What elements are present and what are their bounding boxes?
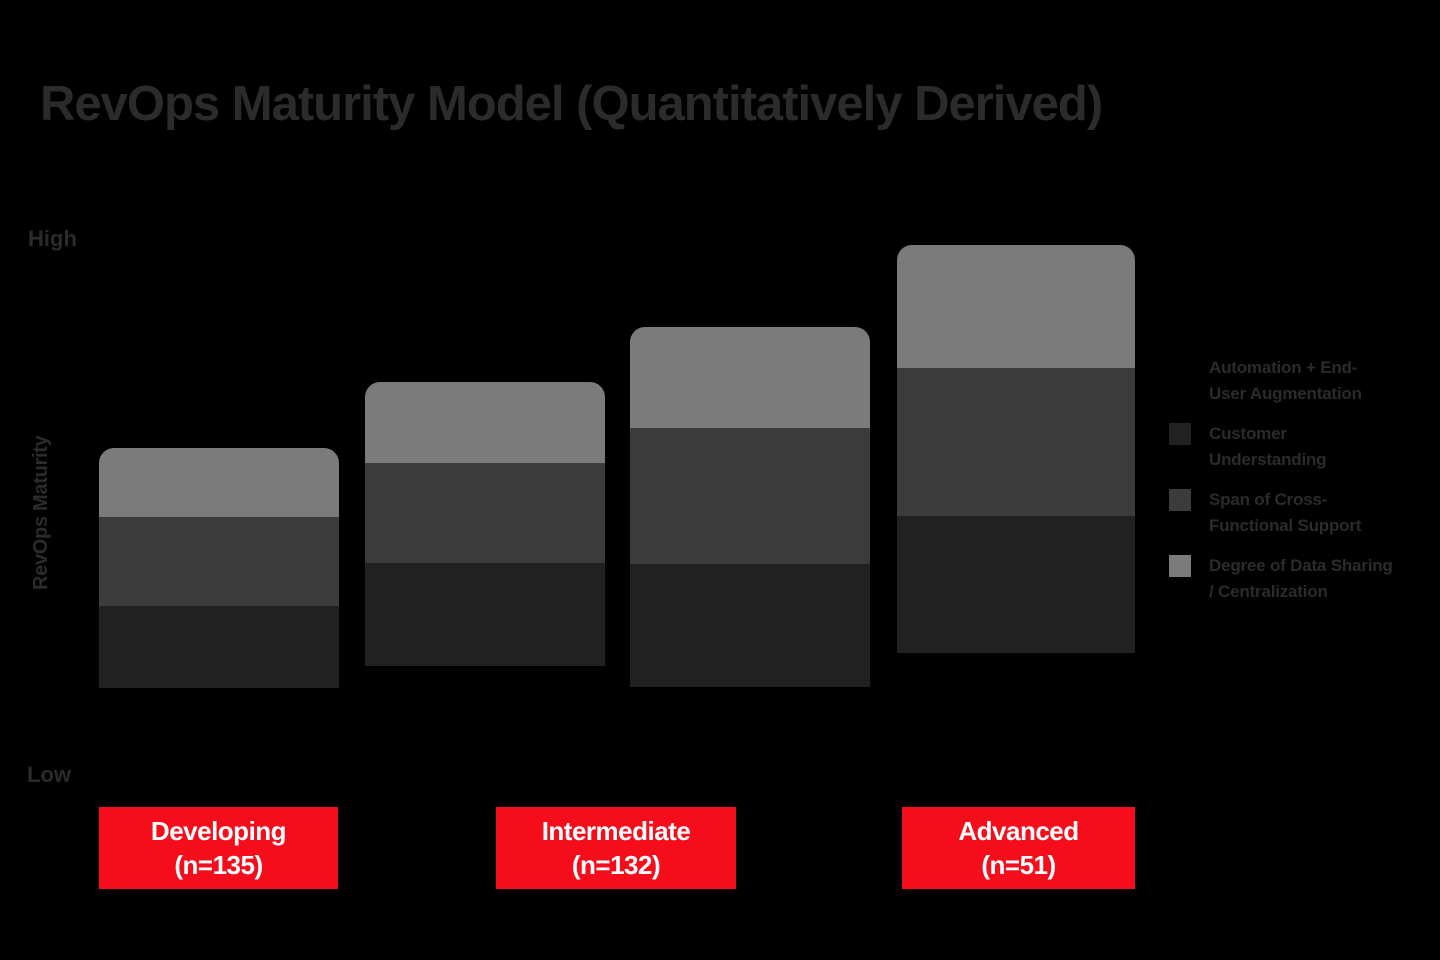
stage-label-intermediate: Intermediate (n=132) bbox=[496, 807, 736, 889]
stage-count: (n=51) bbox=[981, 850, 1056, 880]
segment-degree-of-data-sharing bbox=[630, 327, 870, 428]
legend-item-degree-of-data-sharing: Degree of Data Sharing / Centralization bbox=[1169, 553, 1421, 605]
bar-intermediate-lower bbox=[365, 382, 605, 666]
legend-label-customer-understanding: Customer Understanding bbox=[1209, 424, 1327, 469]
legend-swatch-customer-understanding bbox=[1169, 423, 1191, 445]
stage-count: (n=132) bbox=[571, 850, 661, 880]
legend-label-automation-end-user-augmentation: Automation + End- User Augmentation bbox=[1209, 358, 1362, 403]
segment-customer-understanding bbox=[630, 564, 870, 687]
legend-swatch-span-of-cross-functional-support bbox=[1169, 489, 1191, 511]
legend-item-span-of-cross-functional-support: Span of Cross- Functional Support bbox=[1169, 487, 1421, 539]
y-axis-title: RevOps Maturity bbox=[30, 435, 52, 590]
segment-degree-of-data-sharing bbox=[897, 245, 1135, 368]
legend: Automation + End- User Augmentation Custo… bbox=[1169, 355, 1421, 605]
segment-span-of-cross-functional-support bbox=[99, 517, 339, 606]
segment-span-of-cross-functional-support bbox=[365, 463, 605, 563]
y-axis-high-label: High bbox=[28, 226, 77, 251]
stage-count: (n=135) bbox=[174, 850, 263, 880]
stage-name: Developing bbox=[150, 816, 287, 846]
legend-label-degree-of-data-sharing: Degree of Data Sharing / Centralization bbox=[1209, 556, 1393, 601]
bar-developing bbox=[99, 448, 339, 688]
segment-span-of-cross-functional-support bbox=[630, 428, 870, 564]
segment-span-of-cross-functional-support bbox=[897, 368, 1135, 516]
stage-label-advanced: Advanced (n=51) bbox=[902, 807, 1135, 889]
bar-advanced bbox=[897, 245, 1135, 653]
segment-customer-understanding bbox=[897, 516, 1135, 653]
segment-customer-understanding bbox=[365, 563, 605, 666]
legend-swatch-degree-of-data-sharing bbox=[1169, 555, 1191, 577]
stage-name: Advanced bbox=[958, 816, 1079, 846]
y-axis-low-label: Low bbox=[27, 762, 71, 787]
legend-item-automation-end-user-augmentation: Automation + End- User Augmentation bbox=[1169, 355, 1421, 407]
stage-name: Intermediate bbox=[541, 816, 691, 846]
chart-title: RevOps Maturity Model (Quantitatively De… bbox=[40, 77, 1103, 131]
legend-label-span-of-cross-functional-support: Span of Cross- Functional Support bbox=[1209, 490, 1362, 535]
segment-degree-of-data-sharing bbox=[365, 382, 605, 463]
segment-customer-understanding bbox=[99, 606, 339, 688]
segment-degree-of-data-sharing bbox=[99, 448, 339, 517]
legend-item-customer-understanding: Customer Understanding bbox=[1169, 421, 1421, 473]
legend-swatch-automation-end-user-augmentation bbox=[1169, 357, 1191, 379]
bar-intermediate-upper bbox=[630, 327, 870, 687]
stage-label-developing: Developing (n=135) bbox=[99, 807, 338, 889]
